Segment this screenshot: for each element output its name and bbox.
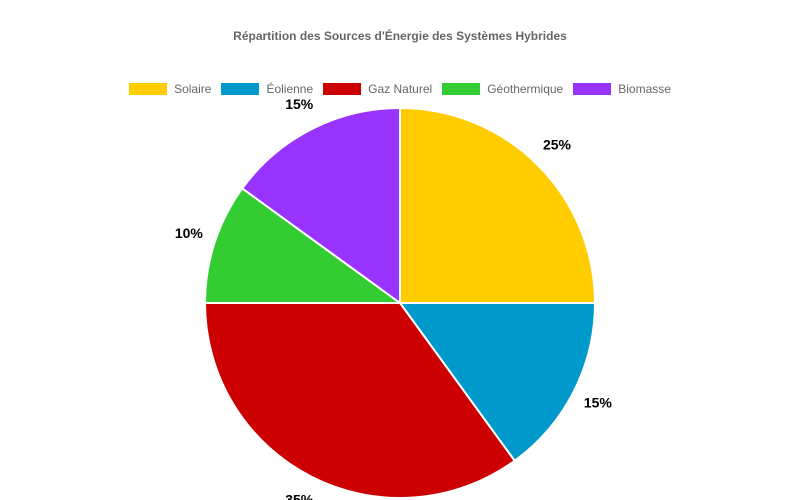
pie-slice-eolienne[interactable]: [398, 302, 597, 463]
legend-swatch-solaire: [129, 83, 168, 95]
slice-label-eolienne: 15%: [584, 394, 613, 410]
legend-item-solaire[interactable]: Solaire: [129, 82, 211, 96]
chart-legend: Solaire Éolienne Gaz Naturel Géothermiqu…: [0, 82, 800, 96]
legend-label-gaz-naturel: Gaz Naturel: [368, 82, 433, 96]
legend-label-geothermique: Géothermique: [487, 82, 564, 96]
legend-item-eolienne[interactable]: Éolienne: [221, 82, 313, 96]
legend-swatch-geothermique: [442, 83, 481, 95]
legend-label-biomasse: Biomasse: [618, 82, 671, 96]
slice-label-gaz-naturel: 35%: [285, 492, 314, 500]
slice-label-biomasse: 15%: [285, 96, 314, 112]
pie-slice-solaire[interactable]: [399, 106, 597, 304]
legend-swatch-gaz-naturel: [323, 83, 362, 95]
pie-slice-biomasse[interactable]: [240, 106, 401, 305]
pie-slice-geothermique[interactable]: [203, 186, 404, 304]
legend-item-biomasse[interactable]: Biomasse: [573, 82, 671, 96]
legend-swatch-eolienne: [221, 83, 260, 95]
pie-slice-gaz-naturel[interactable]: [203, 302, 517, 499]
slice-label-geothermique: 10%: [175, 225, 204, 241]
legend-item-gaz-naturel[interactable]: Gaz Naturel: [323, 82, 432, 96]
legend-item-geothermique[interactable]: Géothermique: [442, 82, 563, 96]
chart-title: Répartition des Sources d'Énergie des Sy…: [233, 29, 567, 43]
legend-label-solaire: Solaire: [174, 82, 212, 96]
slice-label-solaire: 25%: [543, 137, 572, 153]
legend-swatch-biomasse: [573, 83, 612, 95]
legend-label-eolienne: Éolienne: [266, 82, 314, 96]
